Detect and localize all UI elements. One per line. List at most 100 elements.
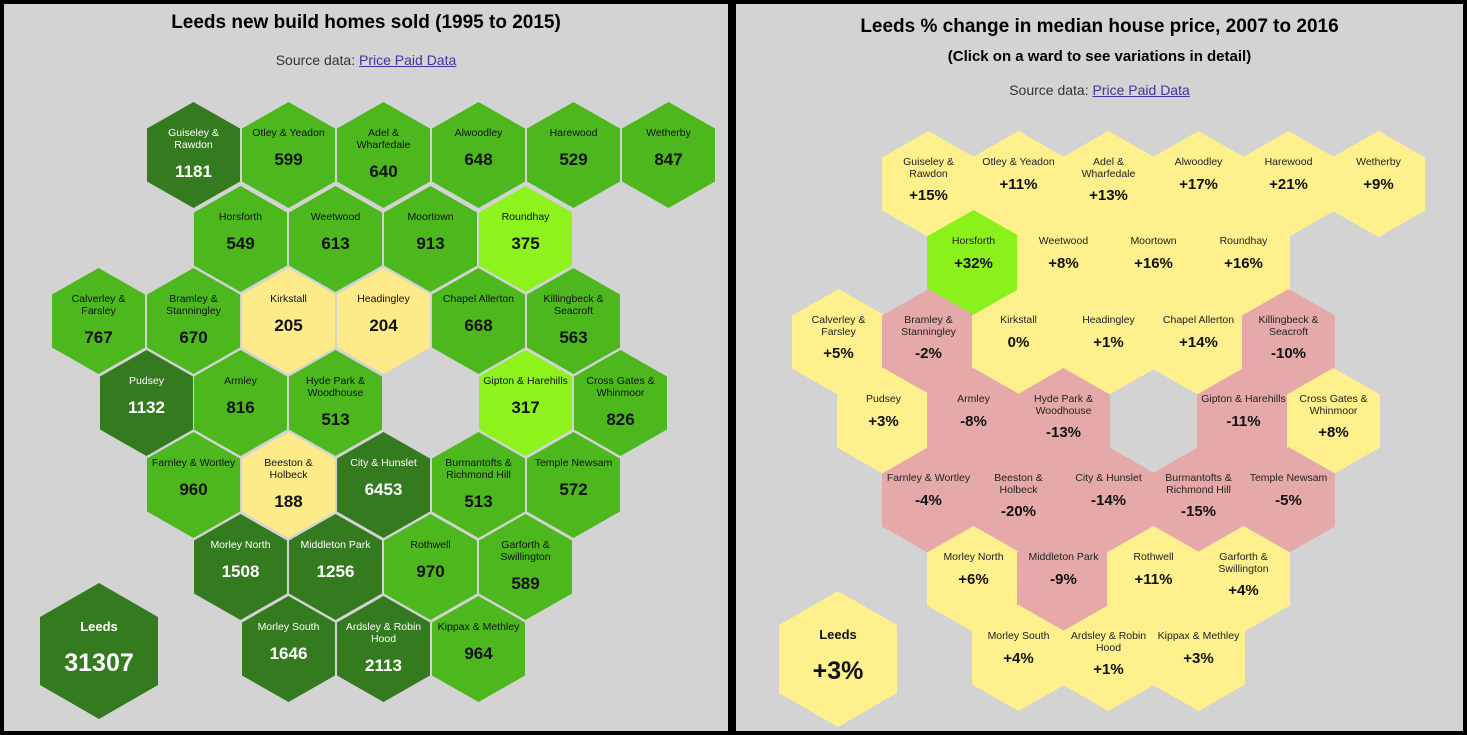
- ward-hex[interactable]: Kippax & Methley +3%: [1152, 605, 1245, 711]
- ward-hex[interactable]: Farnley & Wortley 960: [147, 432, 240, 538]
- ward-name: Killingbeck & Seacroft: [543, 293, 604, 317]
- ward-hex[interactable]: Kippax & Methley 964: [432, 596, 525, 702]
- ward-hex[interactable]: Guiseley & Rawdon +15%: [882, 131, 975, 237]
- ward-hex[interactable]: Moortown 913: [384, 186, 477, 292]
- source-line: Source data: Price Paid Data: [4, 52, 728, 68]
- ward-hex[interactable]: Bramley & Stanningley 670: [147, 268, 240, 374]
- ward-name: Adel & Wharfedale: [1081, 156, 1136, 180]
- ward-hex[interactable]: Beeston & Holbeck 188: [242, 432, 335, 538]
- ward-hex[interactable]: Ardsley & Robin Hood +1%: [1062, 605, 1155, 711]
- ward-name: Middleton Park: [1028, 551, 1099, 563]
- ward-value: 6453: [364, 480, 403, 499]
- ward-value: +8%: [1048, 255, 1079, 272]
- ward-hex[interactable]: Kirkstall 205: [242, 268, 335, 374]
- price-paid-data-link[interactable]: Price Paid Data: [359, 52, 457, 68]
- ward-name: Otley & Yeadon: [252, 127, 325, 139]
- ward-name: Cross Gates & Whinmoor: [586, 375, 655, 399]
- ward-value: +14%: [1179, 334, 1218, 351]
- ward-name: Morley South: [987, 630, 1050, 642]
- ward-value: +16%: [1134, 255, 1173, 272]
- ward-value: 572: [559, 480, 588, 499]
- ward-name: Rothwell: [1133, 551, 1174, 563]
- ward-value: +3%: [868, 413, 899, 430]
- leeds-total-hex: Leeds 31307: [40, 583, 158, 719]
- ward-hex[interactable]: Calverley & Farsley 767: [52, 268, 145, 374]
- ward-name: Garforth & Swillington: [1218, 551, 1269, 575]
- ward-value: -13%: [1045, 424, 1082, 441]
- ward-hex[interactable]: Armley 816: [194, 350, 287, 456]
- ward-name: Harewood: [1264, 156, 1313, 168]
- ward-name: Adel & Wharfedale: [356, 127, 411, 151]
- ward-value: +13%: [1089, 187, 1128, 204]
- ward-value: -4%: [915, 492, 942, 509]
- ward-hex[interactable]: Burmantofts & Richmond Hill 513: [432, 432, 525, 538]
- ward-hex[interactable]: Harewood 529: [527, 102, 620, 208]
- ward-hex[interactable]: Garforth & Swillington +4%: [1197, 526, 1290, 632]
- ward-value: +17%: [1179, 176, 1218, 193]
- source-prefix: Source data:: [275, 52, 356, 68]
- ward-value: -2%: [915, 345, 942, 362]
- ward-value: +11%: [999, 176, 1038, 193]
- ward-hex[interactable]: Middleton Park 1256: [289, 514, 382, 620]
- ward-value: 847: [654, 150, 683, 169]
- ward-name: Headingley: [1082, 314, 1135, 326]
- price-paid-data-link[interactable]: Price Paid Data: [1092, 82, 1190, 98]
- ward-name: Burmantofts & Richmond Hill: [445, 457, 512, 481]
- ward-name: Alwoodley: [1174, 156, 1223, 168]
- ward-hex[interactable]: Horsforth 549: [194, 186, 287, 292]
- ward-value: 2113: [365, 656, 402, 675]
- ward-value: 375: [511, 234, 540, 253]
- leeds-value: 31307: [64, 649, 134, 677]
- ward-hex[interactable]: Weetwood 613: [289, 186, 382, 292]
- ward-hex[interactable]: Ardsley & Robin Hood 2113: [337, 596, 430, 702]
- ward-hex[interactable]: Temple Newsam 572: [527, 432, 620, 538]
- ward-hex[interactable]: Wetherby +9%: [1332, 131, 1425, 237]
- ward-hex[interactable]: Garforth & Swillington 589: [479, 514, 572, 620]
- ward-value: +1%: [1093, 334, 1124, 351]
- ward-name: Kirkstall: [270, 293, 307, 305]
- ward-value: 205: [274, 316, 303, 335]
- ward-hex[interactable]: Rothwell 970: [384, 514, 477, 620]
- ward-name: Horsforth: [218, 211, 263, 223]
- ward-name: Chapel Allerton: [1162, 314, 1235, 326]
- ward-name: Moortown: [407, 211, 454, 223]
- ward-hex[interactable]: Roundhay 375: [479, 186, 572, 292]
- ward-hex[interactable]: Alwoodley 648: [432, 102, 525, 208]
- ward-name: Guiseley & Rawdon: [168, 127, 219, 151]
- ward-name: Otley & Yeadon: [982, 156, 1055, 168]
- ward-value: 767: [84, 328, 113, 347]
- ward-name: Gipton & Harehills: [483, 375, 568, 387]
- ward-hex[interactable]: City & Hunslet 6453: [337, 432, 430, 538]
- ward-name: Alwoodley: [454, 127, 503, 139]
- ward-hex[interactable]: Chapel Allerton 668: [432, 268, 525, 374]
- ward-hex[interactable]: Adel & Wharfedale 640: [337, 102, 430, 208]
- ward-hex[interactable]: Pudsey 1132: [100, 350, 193, 456]
- ward-hex[interactable]: Hyde Park & Woodhouse 513: [289, 350, 382, 456]
- ward-hex[interactable]: Morley South 1646: [242, 596, 335, 702]
- ward-value: -20%: [1000, 503, 1037, 520]
- ward-hex[interactable]: Adel & Wharfedale +13%: [1062, 131, 1155, 237]
- ward-value: 648: [464, 150, 493, 169]
- ward-name: Wetherby: [646, 127, 691, 139]
- ward-hex[interactable]: Gipton & Harehills 317: [479, 350, 572, 456]
- ward-hex[interactable]: Morley South +4%: [972, 605, 1065, 711]
- ward-hex[interactable]: Otley & Yeadon 599: [242, 102, 335, 208]
- ward-name: Roundhay: [1219, 235, 1268, 247]
- ward-hex[interactable]: Morley North 1508: [194, 514, 287, 620]
- ward-name: Farnley & Wortley: [886, 472, 971, 484]
- ward-name: Calverley & Farsley: [811, 314, 866, 338]
- ward-value: +9%: [1363, 176, 1394, 193]
- ward-hex[interactable]: Headingley 204: [337, 268, 430, 374]
- ward-name: Horsforth: [951, 235, 996, 247]
- ward-name: Weetwood: [310, 211, 361, 223]
- ward-value: -8%: [960, 413, 987, 430]
- ward-value: 913: [416, 234, 445, 253]
- ward-hex[interactable]: Cross Gates & Whinmoor 826: [574, 350, 667, 456]
- ward-name: Hyde Park & Woodhouse: [1034, 393, 1093, 417]
- ward-hex[interactable]: Guiseley & Rawdon 1181: [147, 102, 240, 208]
- ward-value: 589: [511, 574, 540, 593]
- ward-hex[interactable]: Killingbeck & Seacroft 563: [527, 268, 620, 374]
- ward-value: +1%: [1093, 661, 1124, 678]
- ward-hex[interactable]: Wetherby 847: [622, 102, 715, 208]
- ward-name: Burmantofts & Richmond Hill: [1165, 472, 1232, 496]
